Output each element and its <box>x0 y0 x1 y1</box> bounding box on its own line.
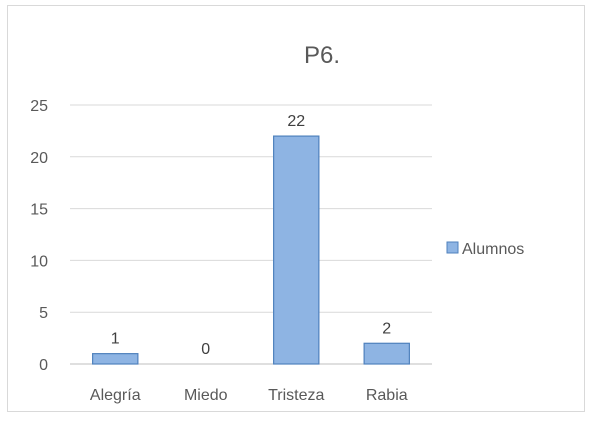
y-tick-label: 15 <box>30 202 48 219</box>
y-tick-label: 0 <box>39 357 48 374</box>
x-tick-label: Miedo <box>184 387 228 404</box>
bars <box>92 135 410 365</box>
chart-title: P6. <box>304 42 340 69</box>
bar-tristeza <box>273 135 320 365</box>
bar-rabia <box>363 342 410 365</box>
y-tick-label: 20 <box>30 150 48 167</box>
data-label: 1 <box>111 331 120 348</box>
y-tick-label: 5 <box>39 305 48 322</box>
x-axis-ticks: Alegría Miedo Tristeza Rabia <box>90 387 408 404</box>
x-tick-label: Tristeza <box>268 387 324 404</box>
x-tick-label: Alegría <box>90 387 141 404</box>
data-label: 2 <box>382 320 391 337</box>
gridlines <box>70 104 432 365</box>
data-label: 0 <box>201 341 210 358</box>
y-tick-label: 25 <box>30 98 48 115</box>
legend-swatch-alumnos <box>446 241 459 254</box>
y-tick-label: 10 <box>30 253 48 270</box>
legend: Alumnos <box>446 241 524 258</box>
legend-label-alumnos: Alumnos <box>462 241 524 258</box>
bar-alegría <box>92 353 139 365</box>
x-tick-label: Rabia <box>366 387 408 404</box>
y-axis-ticks: 0 5 10 15 20 25 <box>30 98 48 374</box>
data-label: 22 <box>287 113 305 130</box>
